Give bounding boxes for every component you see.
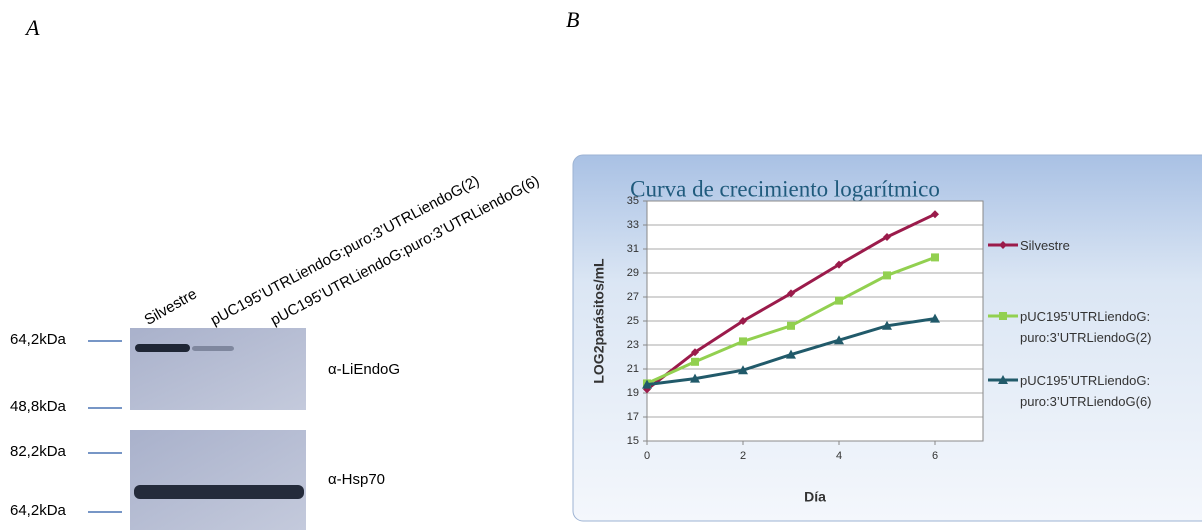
y-tick-label: 27 <box>627 291 639 303</box>
antibody-label: α-Hsp70 <box>328 471 385 488</box>
blot-band <box>134 485 304 499</box>
blot-band <box>192 346 234 351</box>
x-tick-label: 4 <box>836 450 842 462</box>
marker-label: 64,2kDa <box>10 502 67 519</box>
y-tick-label: 33 <box>627 219 639 231</box>
y-tick-label: 17 <box>627 411 639 423</box>
x-tick-label: 6 <box>932 450 938 462</box>
page: {"panel_labels": ["A", "B"], "blot": { "… <box>0 0 1202 530</box>
lane-label: pUC195’UTRLiendoG:puro:3’UTRLiendoG(6) <box>268 172 542 329</box>
point <box>931 253 939 261</box>
y-tick-label: 31 <box>627 243 639 255</box>
marker-label: 64,2kDa <box>10 331 67 348</box>
legend-label: Silvestre <box>1020 235 1200 256</box>
figure: A B Silvestre pUC195’UTRLiendoG:puro:3’U… <box>0 0 1202 530</box>
point <box>787 322 795 330</box>
y-tick-label: 15 <box>627 435 639 447</box>
x-axis-title: Día <box>804 489 826 505</box>
point <box>883 271 891 279</box>
y-tick-label: 23 <box>627 339 639 351</box>
blot-image <box>130 430 306 530</box>
legend-label: pUC195’UTRLiendoG: puro:3’UTRLiendoG(6) <box>1020 370 1200 412</box>
antibody-label: α-LiEndoG <box>328 361 400 378</box>
point <box>691 358 699 366</box>
y-tick-label: 29 <box>627 267 639 279</box>
panel-label: B <box>566 7 579 32</box>
x-tick-label: 0 <box>644 450 650 462</box>
chart-title: Curva de crecimiento logarítmico <box>630 176 940 201</box>
lane-label: Silvestre <box>141 285 199 328</box>
marker-label: 82,2kDa <box>10 443 67 460</box>
point <box>835 297 843 305</box>
y-tick-label: 35 <box>627 195 639 207</box>
marker-label: 48,8kDa <box>10 398 67 415</box>
y-tick-label: 19 <box>627 387 639 399</box>
y-axis-title: LOG2parásitos/mL <box>591 258 607 384</box>
legend-marker <box>999 312 1007 320</box>
blot-band <box>135 344 190 352</box>
legend-label: pUC195’UTRLiendoG: puro:3’UTRLiendoG(2) <box>1020 306 1200 348</box>
y-tick-label: 25 <box>627 315 639 327</box>
lane-label: pUC195’UTRLiendoG:puro:3’UTRLiendoG(2) <box>208 172 482 329</box>
point <box>739 337 747 345</box>
blot-image <box>130 328 306 410</box>
panel-label: A <box>24 15 40 40</box>
x-tick-label: 2 <box>740 450 746 462</box>
y-tick-label: 21 <box>627 363 639 375</box>
